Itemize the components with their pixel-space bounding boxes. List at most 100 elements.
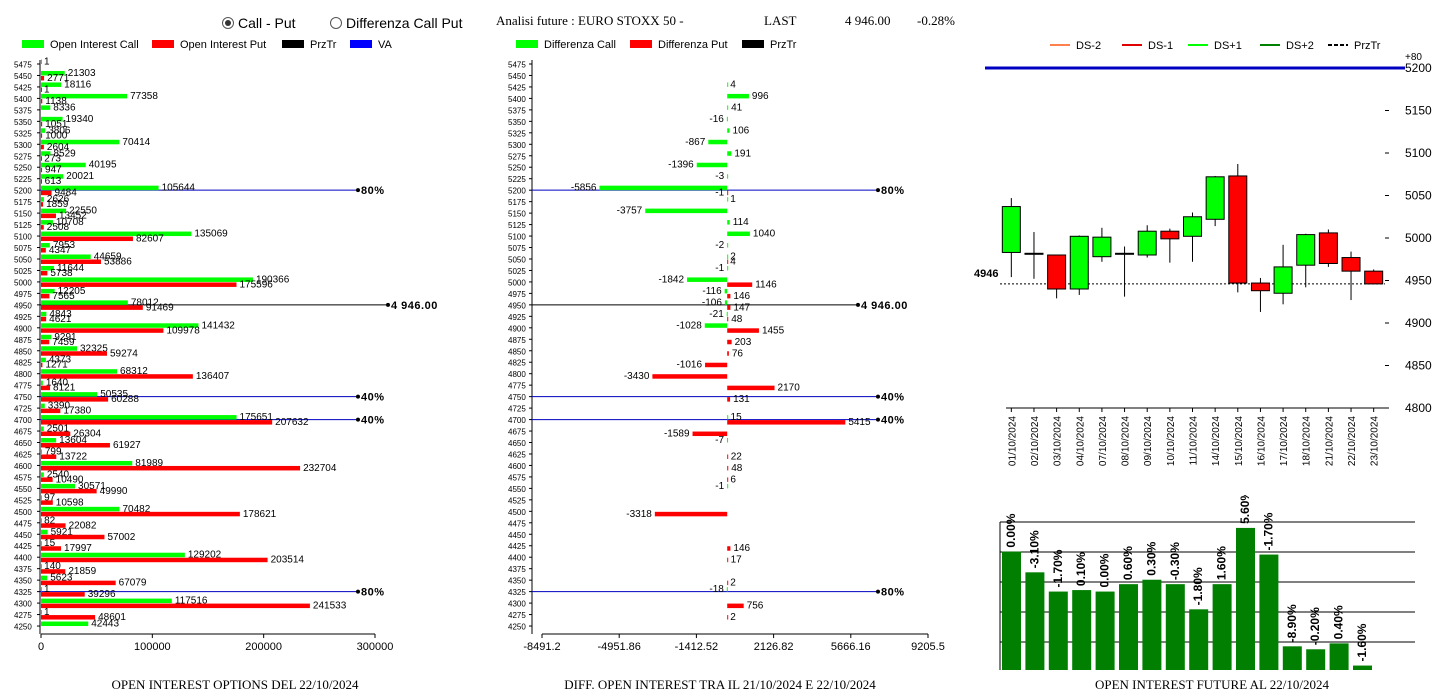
- call-bar-value: 2626: [47, 194, 70, 205]
- strike-label: 4850: [14, 347, 32, 356]
- call-bar: [727, 151, 732, 156]
- strike-label: 5075: [14, 244, 32, 253]
- call-bar: [41, 139, 120, 145]
- call-bar-value: -7: [715, 435, 724, 446]
- call-bar: [41, 311, 47, 317]
- call-bar-value: 15: [731, 412, 743, 423]
- put-bar: [41, 569, 66, 574]
- caption-middle: DIFF. OPEN INTEREST TRA IL 21/10/2024 E …: [564, 677, 876, 692]
- put-bar-value: 48601: [98, 612, 126, 623]
- call-bar-value: 20021: [66, 171, 94, 182]
- call-bar-value: -2: [715, 240, 724, 251]
- legend-label: Open Interest Call: [50, 39, 139, 51]
- call-bar-value: 50535: [100, 389, 128, 400]
- call-bar-value: 106: [733, 125, 750, 136]
- strike-label: 4825: [508, 359, 526, 368]
- radio-diff-indicator[interactable]: [330, 17, 342, 29]
- put-bar: [41, 420, 273, 425]
- strike-label: 4775: [508, 382, 526, 391]
- put-bar: [41, 98, 43, 104]
- put-bar-value: 2771: [47, 73, 70, 84]
- call-bar: [41, 552, 185, 558]
- oi-bar: [1002, 551, 1021, 670]
- call-bar: [41, 415, 237, 420]
- put-bar: [41, 190, 52, 196]
- call-bar-value: 41: [731, 102, 743, 113]
- call-bar: [41, 334, 52, 340]
- strike-label: 4625: [14, 450, 32, 459]
- strike-label: 4450: [14, 531, 32, 540]
- call-bar-value: -1: [715, 481, 724, 492]
- strike-label: 5125: [14, 221, 32, 230]
- put-bar: [654, 511, 728, 517]
- put-bar: [727, 351, 729, 356]
- strike-label: 5125: [508, 221, 526, 230]
- put-bar: [41, 500, 53, 505]
- put-bar-value: -3430: [624, 371, 650, 382]
- put-bar: [41, 454, 57, 459]
- oi-bar: [1329, 643, 1349, 670]
- put-bar-value: -3318: [626, 509, 652, 520]
- call-bar-value: 1640: [46, 378, 69, 389]
- strike-label: 4900: [508, 324, 526, 333]
- put-bar-value: 2508: [47, 222, 70, 233]
- put-bar-value: 22: [731, 451, 743, 462]
- call-bar-value: -1842: [658, 274, 684, 285]
- radio-diff-call-put[interactable]: Differenza Call Put: [330, 15, 462, 31]
- put-bar-value: 178621: [243, 509, 277, 520]
- call-bar-value: 190366: [256, 274, 290, 285]
- call-bar-value: 175651: [240, 412, 274, 423]
- strike-label: 5375: [508, 106, 526, 115]
- put-bar: [41, 615, 96, 620]
- strike-label: 4725: [508, 405, 526, 414]
- date-label: 17/10/2024: [1279, 416, 1290, 466]
- call-bar: [41, 357, 46, 363]
- put-bar-value: -1: [715, 188, 724, 199]
- strike-label: 4500: [508, 508, 526, 517]
- call-bar: [41, 300, 128, 305]
- strike-label: 5300: [14, 141, 32, 150]
- call-bar-value: 42443: [91, 619, 119, 630]
- oi-bar: [1282, 646, 1302, 670]
- call-bar-value: -18: [709, 584, 724, 595]
- put-bar-value: 13722: [59, 451, 87, 462]
- radio-call-put-indicator[interactable]: [222, 17, 234, 29]
- put-bar: [727, 465, 729, 471]
- put-bar: [727, 615, 729, 620]
- call-bar: [726, 311, 728, 317]
- put-bar-value: 10490: [56, 474, 84, 485]
- put-bar: [41, 121, 43, 127]
- put-bar-value: 175596: [239, 279, 273, 290]
- strike-label: 4975: [508, 290, 526, 299]
- date-label: 07/10/2024: [1098, 416, 1109, 466]
- call-bar: [41, 587, 42, 592]
- call-bar: [41, 82, 62, 87]
- call-bar-value: 77358: [130, 91, 158, 102]
- percent-line-label: 80%: [881, 185, 905, 197]
- open-interest-future-chart: 0.00% -3.10% -1.70% 0.10% 0.00% 0.60% 0.30% -0.…: [999, 495, 1415, 670]
- line-marker: [386, 302, 390, 307]
- call-bar: [727, 128, 730, 133]
- call-bar: [41, 346, 77, 351]
- call-bar-value: 2: [730, 251, 736, 262]
- call-bar-value: 141432: [201, 320, 235, 331]
- date-label: 22/10/2024: [1347, 416, 1358, 466]
- strike-label: 4675: [508, 428, 526, 437]
- strike-label: 5400: [14, 95, 32, 104]
- candle-up: [1069, 235, 1089, 290]
- put-bar-value: 26304: [73, 429, 101, 440]
- candle-up: [1273, 266, 1293, 294]
- radio-call-put[interactable]: Call - Put: [222, 15, 296, 31]
- strike-label: 4800: [14, 370, 32, 379]
- candle-up: [1137, 230, 1157, 256]
- strike-label: 4375: [14, 565, 32, 574]
- put-bar: [41, 488, 97, 494]
- strike-label: 4425: [508, 542, 526, 551]
- strike-label: 4475: [14, 519, 32, 528]
- date-label: 04/10/2024: [1075, 416, 1086, 466]
- put-bar: [41, 133, 43, 138]
- strike-label: 4600: [14, 462, 32, 471]
- legend-label: VA: [378, 39, 393, 51]
- strike-label: 4325: [508, 588, 526, 597]
- put-bar: [727, 339, 732, 345]
